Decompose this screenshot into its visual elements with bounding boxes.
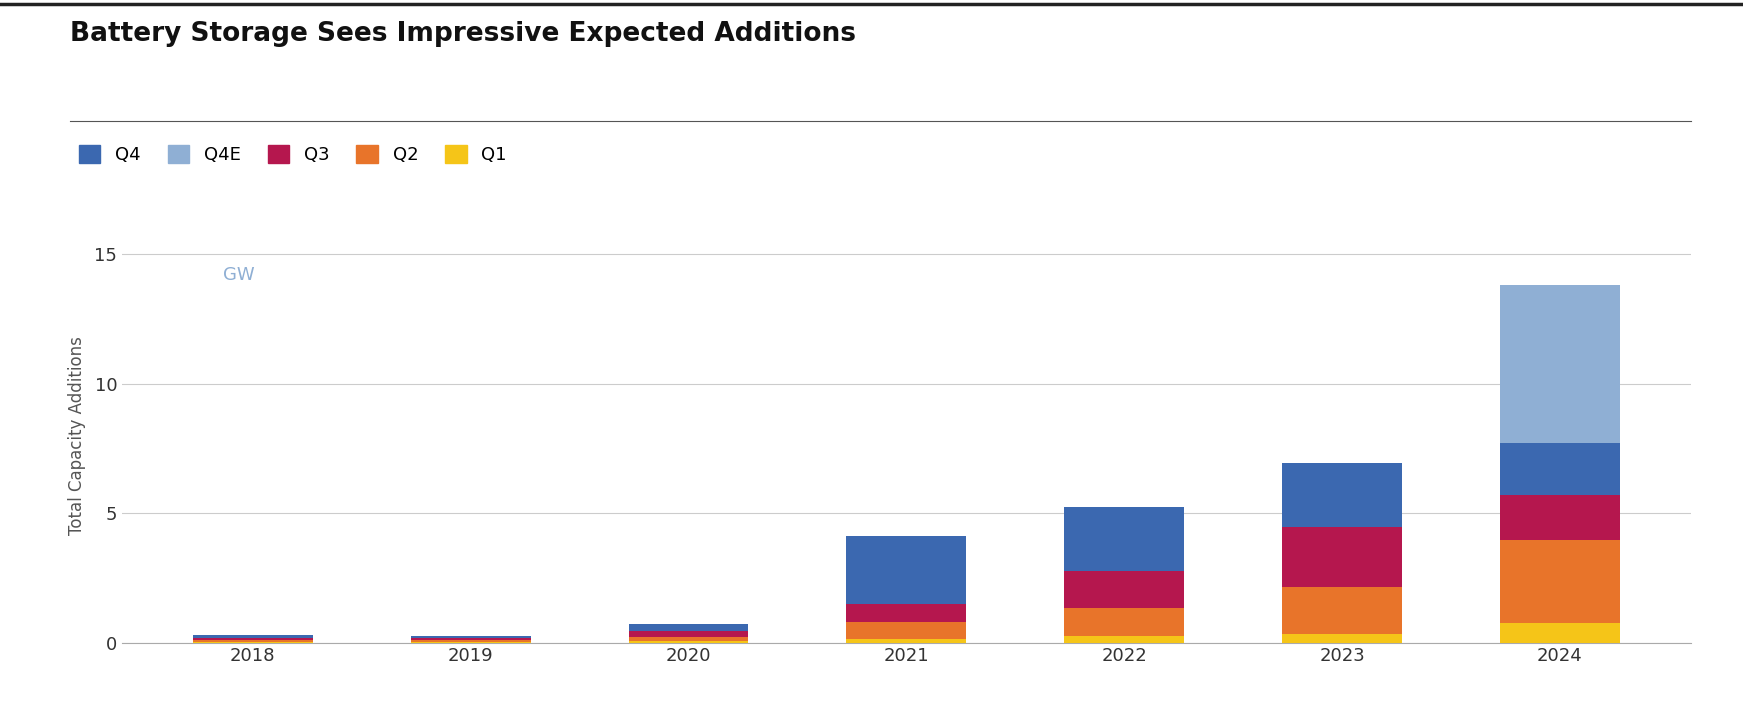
Bar [1501, 540, 1619, 623]
Text: GW: GW [223, 266, 254, 284]
Bar [847, 622, 966, 639]
Bar [629, 638, 748, 641]
Y-axis label: Total Capacity Additions: Total Capacity Additions [68, 336, 85, 535]
Bar [847, 639, 966, 643]
Bar [1065, 571, 1183, 608]
Bar [193, 638, 312, 640]
Text: Battery Storage Sees Impressive Expected Additions: Battery Storage Sees Impressive Expected… [70, 21, 856, 47]
Bar [1501, 286, 1619, 443]
Bar [193, 640, 312, 642]
Bar [411, 640, 530, 642]
Bar [1501, 443, 1619, 495]
Bar [1283, 587, 1401, 633]
Bar [193, 635, 312, 638]
Bar [411, 638, 530, 640]
Bar [1501, 623, 1619, 643]
Bar [193, 642, 312, 643]
Bar [411, 642, 530, 643]
Bar [847, 536, 966, 604]
Bar [1283, 633, 1401, 643]
Bar [847, 604, 966, 622]
Bar [1283, 528, 1401, 587]
Bar [629, 631, 748, 638]
Bar [411, 636, 530, 638]
Bar [629, 641, 748, 643]
Bar [1065, 507, 1183, 571]
Bar [629, 625, 748, 631]
Bar [1065, 608, 1183, 636]
Legend: Q4, Q4E, Q3, Q2, Q1: Q4, Q4E, Q3, Q2, Q1 [78, 145, 507, 164]
Bar [1283, 463, 1401, 528]
Bar [1065, 636, 1183, 643]
Bar [1501, 495, 1619, 540]
